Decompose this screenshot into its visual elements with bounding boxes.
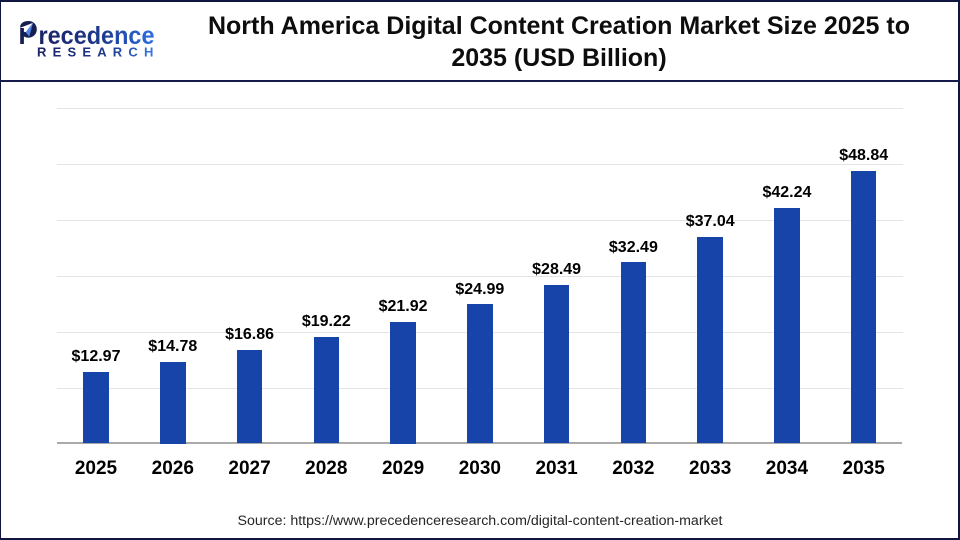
svg-text:RESEARCH: RESEARCH [37, 45, 160, 60]
svg-text:recedence: recedence [39, 22, 155, 50]
